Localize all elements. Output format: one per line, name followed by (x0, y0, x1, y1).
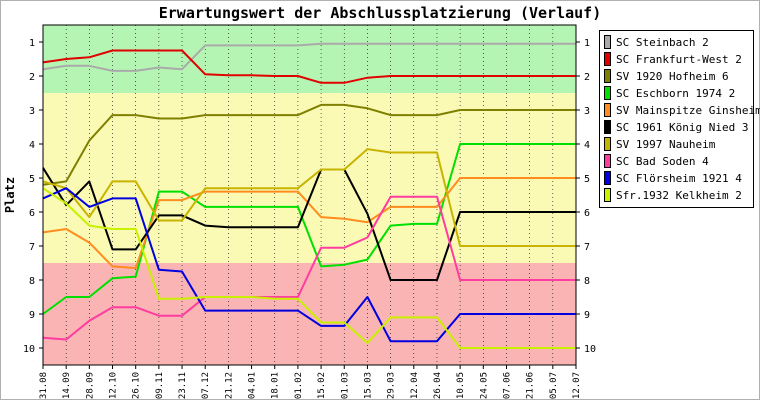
y-tick-label: 4 (584, 140, 590, 151)
x-tick-label: 26.04 (433, 372, 443, 399)
band-0 (43, 25, 576, 93)
legend-swatch (604, 69, 611, 83)
x-tick-label: 01.02 (294, 372, 304, 399)
series-line-2 (42, 103, 576, 186)
y-tick-label: 7 (584, 242, 590, 253)
y-axis-left: 1 2 3 4 5 6 7 8 9 10 (23, 38, 43, 355)
x-tick-label: 07.06 (502, 372, 512, 399)
series-line-7 (42, 195, 576, 341)
legend-item: SC Steinbach 2 (604, 34, 709, 50)
legend-label: SV Mainspitze Ginsheim (616, 103, 760, 117)
x-tick-label: 09.11 (155, 372, 165, 399)
legend-swatch (604, 86, 611, 100)
legend-swatch (604, 103, 611, 117)
x-tick-label: 12.04 (410, 372, 420, 399)
y-tick-label: 3 (584, 106, 590, 117)
y-tick-label: 9 (584, 310, 590, 321)
y-tick-label: 10 (584, 344, 596, 355)
x-tick-label: 10.05 (456, 372, 466, 399)
y-tick-label: 5 (584, 174, 590, 185)
x-tick-label: 12.07 (572, 372, 582, 399)
series-line-0 (42, 42, 576, 72)
legend: SC Steinbach 2 SC Frankfurt-West 2 SV 1920… (599, 30, 760, 208)
legend-item: SC Flörsheim 1921 4 (604, 170, 742, 186)
legend-item: SC Eschborn 1974 2 (604, 85, 735, 101)
series-line-8 (42, 187, 576, 343)
y-tick-label: 2 (584, 72, 590, 83)
legend-label: SC 1961 König Nied 3 (616, 120, 749, 134)
y-tick-label: 3 (29, 106, 35, 117)
x-tick-label: 23.11 (178, 372, 188, 399)
y-axis-label: Platz (3, 177, 17, 213)
x-tick-label: 21.06 (526, 372, 536, 399)
x-tick-label: 21.12 (224, 372, 234, 399)
x-tick-label: 05.07 (549, 372, 559, 399)
legend-swatch (604, 154, 611, 168)
x-tick-label: 07.12 (201, 372, 211, 399)
x-axis: 31.08 14.09 28.09 12.10 26.10 09.11 23.11 07.12… (39, 365, 582, 399)
legend-item: SC Frankfurt-West 2 (604, 51, 742, 67)
legend-label: SC Bad Soden 4 (616, 154, 709, 168)
x-tick-label: 01.03 (340, 372, 350, 399)
chart-title: Erwartungswert der Abschlussplatzierung … (158, 4, 602, 22)
y-tick-label: 4 (29, 140, 35, 151)
legend-item: SV 1997 Nauheim (604, 136, 715, 152)
legend-swatch (604, 137, 611, 151)
y-tick-label: 8 (584, 276, 590, 287)
x-tick-label: 24.05 (479, 372, 489, 399)
y-tick-label: 8 (29, 276, 35, 287)
y-axis-right: 1 2 3 4 5 6 7 8 9 10 (576, 38, 596, 355)
series-line-9 (42, 187, 576, 349)
legend-label: SC Frankfurt-West 2 (616, 52, 742, 66)
series-line-3 (42, 143, 576, 315)
legend-item: SC 1961 König Nied 3 (604, 119, 748, 135)
legend-swatch (604, 171, 611, 185)
series-line-5 (42, 167, 576, 281)
y-tick-label: 2 (29, 72, 35, 83)
y-tick-label: 7 (29, 242, 35, 253)
legend-label: SC Flörsheim 1921 4 (616, 171, 742, 185)
series-line-1 (42, 49, 576, 84)
series-line-4 (42, 177, 576, 270)
vertical-gridlines (65, 25, 554, 365)
x-tick-label: 15.02 (317, 372, 327, 399)
x-tick-label: 29.03 (387, 372, 397, 399)
x-tick-label: 04.01 (248, 372, 258, 399)
x-tick-label: 14.09 (62, 372, 72, 399)
legend-swatch (604, 52, 611, 66)
y-tick-label: 1 (29, 38, 35, 49)
series-lines (42, 42, 576, 349)
y-tick-label: 9 (29, 310, 35, 321)
legend-item: SV Mainspitze Ginsheim (604, 102, 760, 118)
legend-swatch (604, 188, 611, 202)
legend-label: SV 1920 Hofheim 6 (616, 69, 729, 83)
legend-swatch (604, 120, 611, 134)
x-tick-label: 12.10 (109, 372, 119, 399)
x-tick-label: 18.01 (271, 372, 281, 399)
x-tick-label: 15.03 (363, 372, 373, 399)
x-tick-label: 26.10 (132, 372, 142, 399)
y-tick-label: 6 (584, 208, 590, 219)
x-tick-label: 28.09 (85, 372, 95, 399)
y-tick-label: 10 (23, 344, 35, 355)
legend-label: Sfr.1932 Kelkheim 2 (616, 188, 742, 202)
y-tick-label: 5 (29, 174, 35, 185)
y-tick-label: 1 (584, 38, 590, 49)
legend-label: SV 1997 Nauheim (616, 137, 716, 151)
legend-swatch (604, 35, 611, 49)
x-tick-label: 31.08 (39, 372, 49, 399)
legend-item: Sfr.1932 Kelkheim 2 (604, 187, 742, 203)
y-tick-label: 6 (29, 208, 35, 219)
legend-label: SC Eschborn 1974 2 (616, 86, 736, 100)
legend-item: SV 1920 Hofheim 6 (604, 68, 729, 84)
series-line-6 (42, 148, 576, 247)
legend-label: SC Steinbach 2 (616, 35, 709, 49)
legend-item: SC Bad Soden 4 (604, 153, 709, 169)
plot-border (42, 24, 577, 366)
